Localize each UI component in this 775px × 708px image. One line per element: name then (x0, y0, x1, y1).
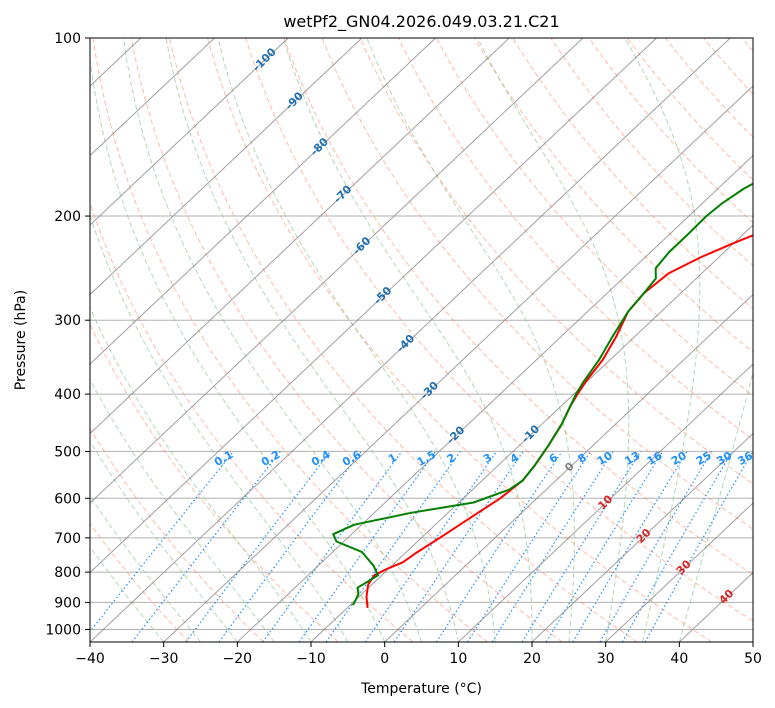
isotherms (90, 38, 753, 642)
mixing-ratio-line (325, 451, 461, 642)
moist-adiabat (678, 370, 753, 642)
mixing-ratio-line (364, 451, 498, 642)
x-tick-label: 0 (380, 651, 389, 667)
isotherm (531, 432, 753, 642)
mixing-ratio-line (621, 451, 733, 642)
isotherm (90, 38, 363, 296)
isotherm (90, 38, 584, 504)
x-tick-label: 50 (744, 651, 762, 667)
moist-adiabat (90, 439, 238, 642)
isotherm (163, 85, 753, 642)
dry-adiabat (130, 38, 563, 642)
y-tick-label: 600 (54, 491, 81, 507)
y-tick-label: 900 (54, 595, 81, 611)
isotherm (605, 502, 753, 642)
dewpoint-trace (332, 182, 753, 606)
y-tick-label: 800 (54, 565, 81, 581)
dry-adiabat (283, 38, 753, 576)
isotherm (90, 38, 510, 435)
dry-adiabat (359, 38, 753, 485)
y-axis-label: Pressure (hPa) (13, 290, 29, 390)
mixing-ratio-line (185, 451, 331, 642)
y-tick-label: 400 (54, 387, 81, 403)
dry-adiabat (512, 38, 753, 310)
sounding-traces (332, 182, 753, 609)
moist-adiabat (90, 378, 275, 642)
mixing-ratio-line (644, 451, 753, 642)
isotherm (90, 38, 657, 574)
dry-adiabat (90, 201, 414, 642)
mixing-ratio-label: 36 (735, 449, 755, 468)
moist-adiabat (90, 54, 386, 642)
y-tick-label: 300 (54, 313, 81, 329)
mixing-ratio-line (298, 451, 437, 642)
x-axis: −40 −30 −20 −10 0 10 20 30 40 50 (75, 642, 762, 667)
isotherm (90, 38, 289, 226)
y-tick-label: 700 (54, 531, 81, 547)
isotherm (384, 293, 753, 642)
dry-adiabat (90, 323, 339, 642)
x-tick-label: −10 (296, 651, 326, 667)
dry-adiabat (245, 38, 753, 622)
dry-adiabat (436, 38, 753, 397)
moist-adiabat (366, 38, 575, 642)
x-tick-label: 40 (670, 651, 688, 667)
y-tick-label: 500 (54, 444, 81, 460)
x-tick-label: 10 (449, 651, 467, 667)
dry-adiabat (207, 38, 712, 642)
dry-adiabat (92, 38, 488, 642)
dry-adiabat (90, 522, 190, 642)
y-tick-label: 1000 (45, 622, 81, 638)
dry-adiabat (626, 38, 753, 181)
mixing-ratio-line (131, 451, 281, 642)
mixing-ratio-line (545, 451, 664, 642)
chart-title: wetPf2_GN04.2026.049.03.21.C21 (283, 12, 559, 32)
mixing-ratio-lines (90, 451, 753, 642)
temperature-trace (365, 234, 753, 609)
moist-adiabat (165, 38, 459, 642)
isotherm (90, 38, 436, 365)
y-tick-label: 200 (54, 209, 81, 225)
mixing-ratio-line (393, 451, 524, 642)
isotherm (90, 38, 731, 642)
plot-frame (89, 37, 754, 643)
plot-area: -100-90-80-70-60-50-40-30-20 -10010203040… (90, 38, 755, 642)
isotherm (457, 363, 753, 642)
dry-adiabat (474, 38, 753, 353)
isotherm (236, 154, 753, 642)
mixing-ratio-line (599, 451, 713, 642)
mixing-ratio-line (572, 451, 688, 642)
moist-adiabat (90, 213, 349, 642)
x-tick-label: −20 (223, 651, 253, 667)
y-tick-label: 100 (54, 31, 81, 47)
x-tick-label: 20 (523, 651, 541, 667)
moist-adiabat (624, 38, 701, 642)
y-axis: 100 200 300 400 500 600 700 800 900 1000 (45, 31, 90, 638)
x-tick-label: −40 (75, 651, 105, 667)
dry-adiabat (90, 427, 264, 642)
isotherm (310, 224, 753, 642)
x-tick-label: −30 (149, 651, 179, 667)
dry-adiabat (550, 38, 753, 267)
moist-adiabat (477, 38, 630, 642)
mixing-ratio-line (90, 451, 234, 633)
x-tick-label: 30 (597, 651, 615, 667)
moist-adiabat (123, 38, 422, 642)
isotherm (90, 38, 215, 157)
x-axis-label: Temperature (°C) (360, 681, 482, 697)
